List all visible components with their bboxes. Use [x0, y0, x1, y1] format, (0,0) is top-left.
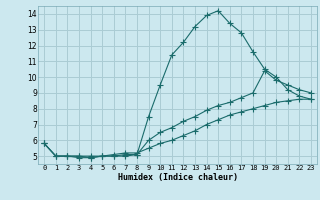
X-axis label: Humidex (Indice chaleur): Humidex (Indice chaleur): [118, 173, 238, 182]
